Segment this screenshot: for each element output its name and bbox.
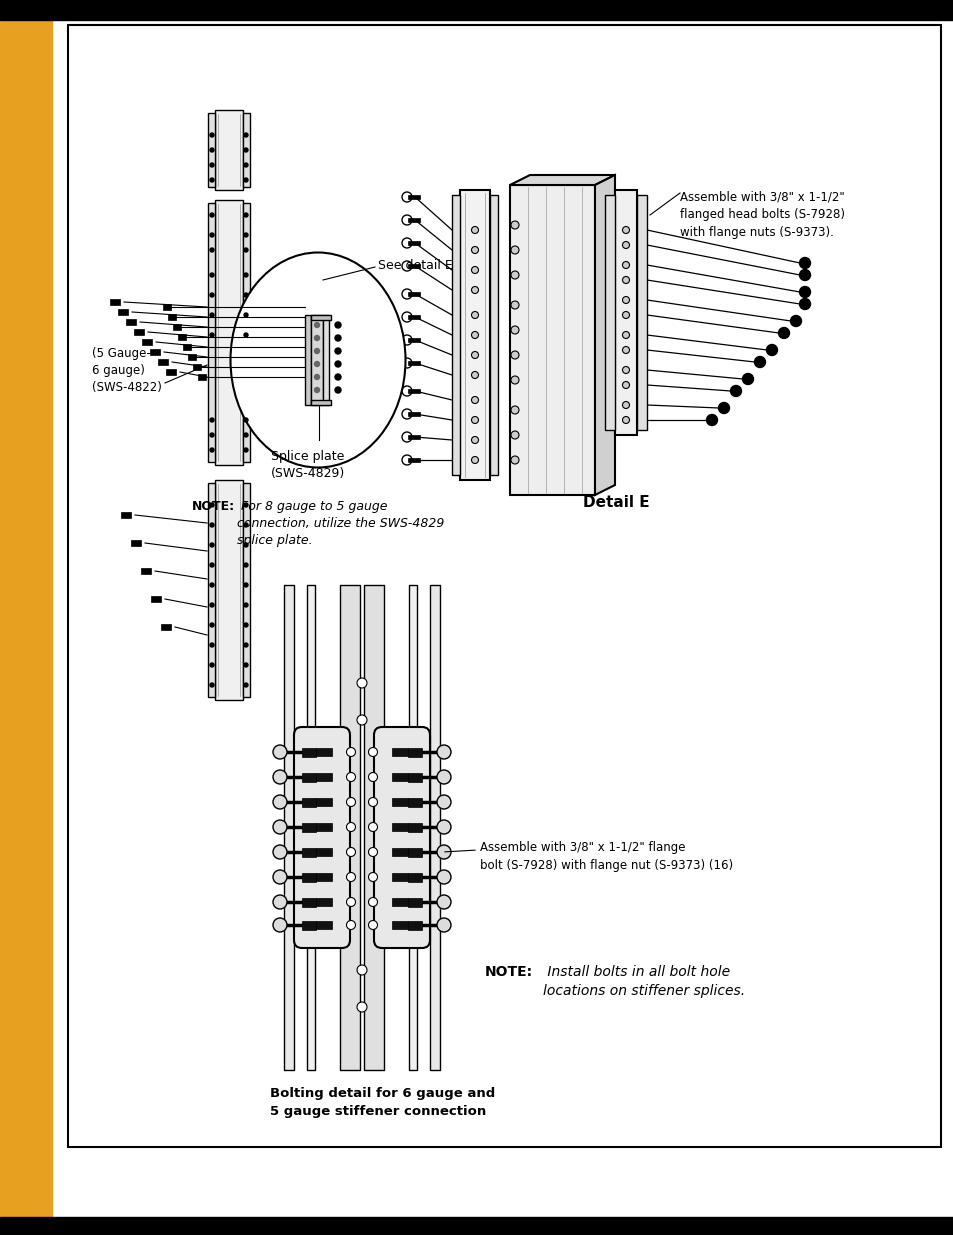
Bar — [637, 195, 646, 430]
Bar — [408, 412, 419, 416]
Circle shape — [401, 261, 412, 270]
Circle shape — [471, 416, 478, 424]
Circle shape — [622, 226, 629, 233]
Circle shape — [210, 543, 213, 547]
Circle shape — [346, 747, 355, 757]
Bar — [150, 350, 160, 354]
Circle shape — [436, 918, 451, 932]
Bar — [133, 329, 144, 335]
Circle shape — [471, 457, 478, 463]
Circle shape — [356, 678, 367, 688]
Circle shape — [244, 683, 248, 687]
Circle shape — [210, 583, 213, 587]
Circle shape — [622, 242, 629, 248]
Circle shape — [273, 918, 287, 932]
Circle shape — [244, 163, 248, 167]
Circle shape — [210, 622, 213, 627]
Bar — [214, 480, 243, 700]
Text: Splice plate
(SWS-4829): Splice plate (SWS-4829) — [271, 450, 345, 480]
Circle shape — [210, 163, 213, 167]
Circle shape — [471, 372, 478, 378]
Circle shape — [401, 215, 412, 225]
Circle shape — [622, 331, 629, 338]
Circle shape — [314, 336, 319, 341]
Bar — [408, 219, 419, 222]
Bar — [408, 823, 421, 831]
Polygon shape — [595, 175, 615, 495]
Circle shape — [799, 258, 810, 268]
Bar — [408, 195, 419, 199]
Text: Assemble with 3/8" x 1-1/2"
flanged head bolts (S-7928)
with flange nuts (S-9373: Assemble with 3/8" x 1-1/2" flanged head… — [679, 190, 844, 240]
Circle shape — [471, 311, 478, 319]
Circle shape — [401, 432, 412, 442]
Circle shape — [335, 348, 340, 354]
Circle shape — [273, 795, 287, 809]
Circle shape — [511, 351, 518, 359]
Circle shape — [401, 238, 412, 248]
Bar — [615, 190, 637, 435]
Circle shape — [706, 415, 717, 426]
Circle shape — [436, 795, 451, 809]
Circle shape — [368, 898, 377, 906]
Bar — [392, 798, 408, 806]
Bar — [408, 315, 419, 319]
Bar — [408, 264, 419, 268]
Bar — [243, 203, 250, 462]
Bar — [430, 585, 439, 1070]
Bar — [408, 291, 419, 296]
Circle shape — [436, 745, 451, 760]
Circle shape — [210, 448, 213, 452]
Circle shape — [622, 401, 629, 409]
Circle shape — [622, 347, 629, 353]
Bar — [392, 823, 408, 831]
Bar — [284, 585, 294, 1070]
Circle shape — [244, 333, 248, 337]
Circle shape — [511, 431, 518, 438]
Text: Assemble with 3/8" x 1-1/2" flange
bolt (S-7928) with flange nut (S-9373) (16): Assemble with 3/8" x 1-1/2" flange bolt … — [479, 841, 732, 872]
Circle shape — [622, 382, 629, 389]
Circle shape — [244, 603, 248, 606]
Circle shape — [273, 820, 287, 834]
Bar — [459, 190, 490, 480]
Bar — [302, 798, 315, 806]
Text: NOTE:: NOTE: — [192, 500, 234, 513]
Circle shape — [244, 433, 248, 437]
Bar — [408, 847, 421, 857]
Bar — [307, 585, 314, 1070]
Circle shape — [436, 845, 451, 860]
Bar — [408, 389, 419, 393]
Circle shape — [244, 503, 248, 508]
Circle shape — [790, 315, 801, 326]
Circle shape — [244, 133, 248, 137]
Bar — [0, 20, 52, 1216]
Circle shape — [799, 269, 810, 280]
Circle shape — [471, 247, 478, 253]
Circle shape — [511, 406, 518, 414]
Circle shape — [335, 335, 340, 341]
Circle shape — [244, 643, 248, 647]
Bar — [408, 458, 419, 462]
Circle shape — [346, 847, 355, 857]
Circle shape — [622, 296, 629, 304]
Bar — [208, 112, 214, 186]
Bar — [392, 898, 408, 906]
Circle shape — [273, 895, 287, 909]
Bar — [315, 748, 332, 756]
Circle shape — [210, 312, 213, 317]
Circle shape — [368, 798, 377, 806]
Bar — [302, 872, 315, 882]
Circle shape — [244, 293, 248, 296]
Bar — [392, 748, 408, 756]
Bar — [302, 920, 315, 930]
Bar — [408, 338, 419, 342]
Circle shape — [244, 312, 248, 317]
Bar — [302, 823, 315, 831]
Circle shape — [511, 246, 518, 254]
Circle shape — [244, 448, 248, 452]
Bar — [409, 585, 416, 1070]
Text: Install bolts in all bolt hole
locations on stiffener splices.: Install bolts in all bolt hole locations… — [542, 965, 744, 999]
Bar — [214, 110, 243, 190]
Bar — [0, 1216, 953, 1235]
Circle shape — [436, 869, 451, 884]
Bar — [302, 747, 315, 757]
